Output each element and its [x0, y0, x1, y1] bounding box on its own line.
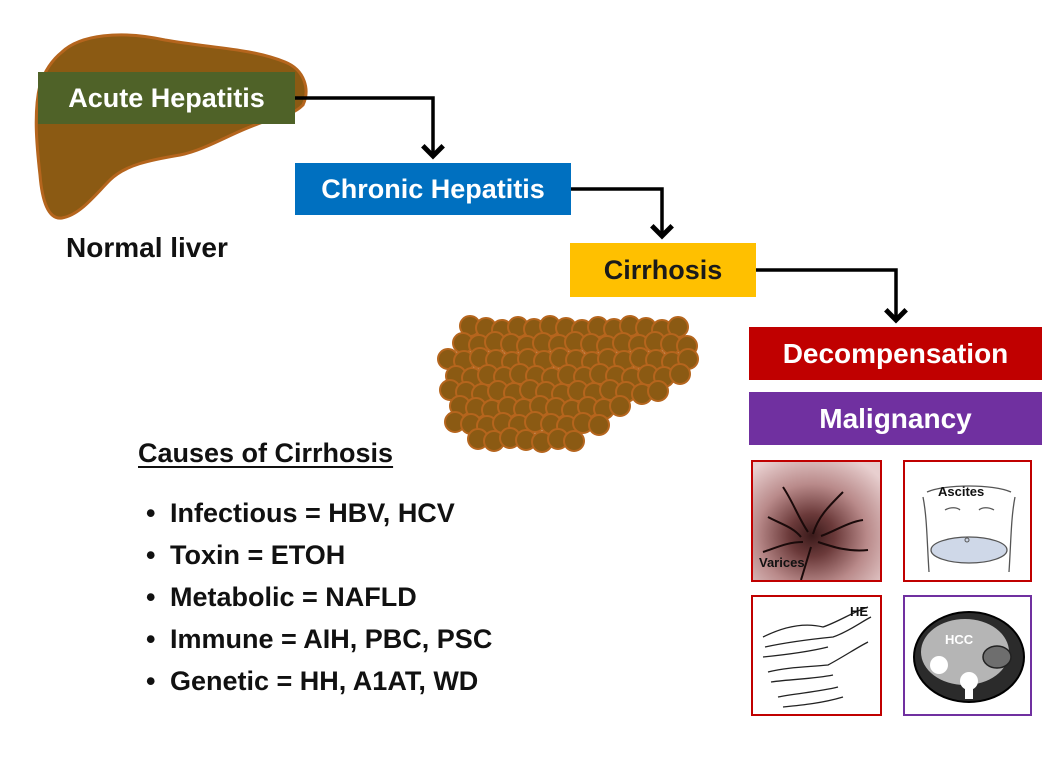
cause-item: • Immune = AIH, PBC, PSC	[146, 618, 492, 660]
cause-item: • Infectious = HBV, HCV	[146, 492, 492, 534]
cause-text: Infectious = HBV, HCV	[170, 498, 455, 528]
cirrhotic-nodule	[563, 430, 585, 452]
cirrhotic-nodule	[647, 380, 669, 402]
varices-label: Varices	[759, 555, 805, 570]
stage-cirrhosis: Cirrhosis	[570, 243, 756, 297]
stage-decompensation: Decompensation	[749, 327, 1042, 380]
stage-malignancy: Malignancy	[749, 392, 1042, 445]
hcc-ct-scan-image	[913, 611, 1025, 703]
hcc-panel: HCC	[903, 595, 1032, 716]
cause-item: • Metabolic = NAFLD	[146, 576, 492, 618]
cause-text: Immune = AIH, PBC, PSC	[170, 624, 493, 654]
varices-endoscopy-image	[753, 462, 880, 580]
arrow-acute-to-chronic	[295, 96, 445, 160]
varices-panel: Varices	[751, 460, 882, 582]
cause-text: Metabolic = NAFLD	[170, 582, 417, 612]
cause-item: • Toxin = ETOH	[146, 534, 492, 576]
cirrhotic-nodule	[588, 414, 610, 436]
cause-text: Genetic = HH, A1AT, WD	[170, 666, 479, 696]
he-label: HE	[850, 604, 869, 619]
bullet-icon: •	[146, 624, 156, 654]
stage-acute-hepatitis: Acute Hepatitis	[38, 72, 295, 124]
normal-liver-label: Normal liver	[66, 232, 228, 263]
bullet-icon: •	[146, 666, 156, 696]
bullet-icon: •	[146, 582, 156, 612]
he-panel: HE	[751, 595, 882, 716]
arrow-chronic-to-cirrhosis	[571, 187, 674, 240]
hcc-label: HCC	[945, 632, 974, 647]
asterixis-hands-image	[762, 606, 872, 708]
ascites-label: Ascites	[938, 484, 985, 499]
causes-title: Causes of Cirrhosis	[138, 438, 394, 468]
ascites-panel: Ascites	[903, 460, 1032, 582]
cirrhotic-nodule	[609, 395, 631, 417]
cirrhotic-nodules	[437, 315, 699, 453]
cause-text: Toxin = ETOH	[170, 540, 346, 570]
bullet-icon: •	[146, 498, 156, 528]
ascites-abdomen-image	[922, 485, 1016, 573]
cause-item: • Genetic = HH, A1AT, WD	[146, 660, 492, 702]
causes-list: • Infectious = HBV, HCV • Toxin = ETOH • Me…	[146, 492, 492, 702]
arrow-cirrhosis-to-decompensation	[756, 268, 908, 324]
cirrhotic-nodule	[669, 363, 691, 385]
bullet-icon: •	[146, 540, 156, 570]
stage-chronic-hepatitis: Chronic Hepatitis	[295, 163, 571, 215]
